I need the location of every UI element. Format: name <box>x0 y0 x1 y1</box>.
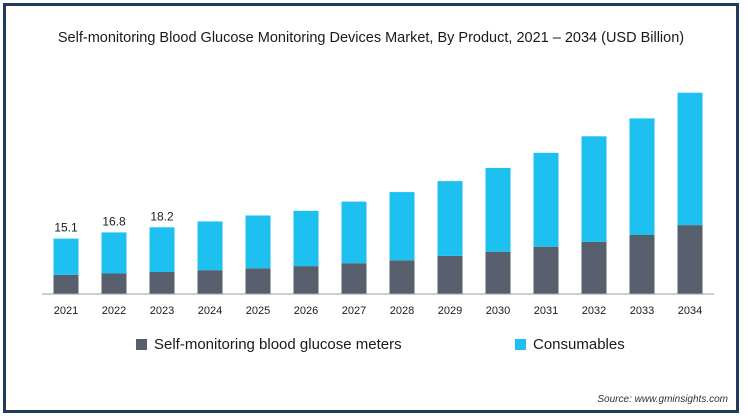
bar-meters-2021 <box>53 274 79 294</box>
data-label-2021: 15.1 <box>54 221 78 235</box>
x-tick-label-2027: 2027 <box>342 305 366 317</box>
x-tick-label-2022: 2022 <box>102 305 126 317</box>
bar-consumables-2026 <box>293 210 319 267</box>
x-tick-label-2031: 2031 <box>534 305 558 317</box>
bar-consumables-2028 <box>389 192 415 261</box>
bar-consumables-2023 <box>149 227 175 272</box>
bar-meters-2033 <box>629 235 655 294</box>
bar-meters-2034 <box>677 225 703 294</box>
legend-item-consumables: Consumables <box>515 336 625 353</box>
bar-meters-2032 <box>581 241 607 294</box>
bar-consumables-2033 <box>629 118 655 235</box>
bar-meters-2031 <box>533 246 559 294</box>
bar-meters-2023 <box>149 272 175 294</box>
x-tick-label-2032: 2032 <box>582 305 606 317</box>
bar-meters-2026 <box>293 266 319 294</box>
bar-consumables-2027 <box>341 201 367 264</box>
bar-meters-2024 <box>197 270 223 294</box>
x-tick-label-2033: 2033 <box>630 305 654 317</box>
x-tick-label-2026: 2026 <box>294 305 318 317</box>
bar-meters-2029 <box>437 255 463 294</box>
x-tick-label-2023: 2023 <box>150 305 174 317</box>
chart-title: Self-monitoring Blood Glucose Monitoring… <box>57 30 685 46</box>
legend-swatch-consumables <box>515 339 526 350</box>
bar-consumables-2034 <box>677 92 703 226</box>
bar-consumables-2029 <box>437 181 463 256</box>
legend-label-consumables: Consumables <box>533 336 625 353</box>
x-tick-label-2030: 2030 <box>486 305 510 317</box>
bar-meters-2027 <box>341 263 367 294</box>
bar-meters-2022 <box>101 273 127 294</box>
bar-consumables-2021 <box>53 238 79 275</box>
legend-item-meters: Self-monitoring blood glucose meters <box>136 336 402 353</box>
bar-consumables-2030 <box>485 167 511 252</box>
data-label-2023: 18.2 <box>150 209 174 223</box>
bar-consumables-2032 <box>581 136 607 242</box>
bar-meters-2025 <box>245 268 271 294</box>
x-tick-label-2021: 2021 <box>54 305 78 317</box>
bar-consumables-2022 <box>101 232 127 274</box>
bar-consumables-2025 <box>245 215 271 269</box>
x-tick-label-2024: 2024 <box>198 305 222 317</box>
data-label-2022: 16.8 <box>102 214 126 228</box>
x-tick-label-2025: 2025 <box>246 305 270 317</box>
bar-consumables-2024 <box>197 221 223 271</box>
source-note: Source: www.gminsights.com <box>597 394 728 405</box>
bar-consumables-2031 <box>533 152 559 247</box>
legend-swatch-meters <box>136 339 147 350</box>
bar-meters-2030 <box>485 251 511 294</box>
legend-label-meters: Self-monitoring blood glucose meters <box>154 336 402 353</box>
x-tick-label-2028: 2028 <box>390 305 414 317</box>
bar-meters-2028 <box>389 260 415 294</box>
x-tick-label-2029: 2029 <box>438 305 462 317</box>
chart-frame <box>3 3 739 413</box>
x-tick-label-2034: 2034 <box>678 305 702 317</box>
